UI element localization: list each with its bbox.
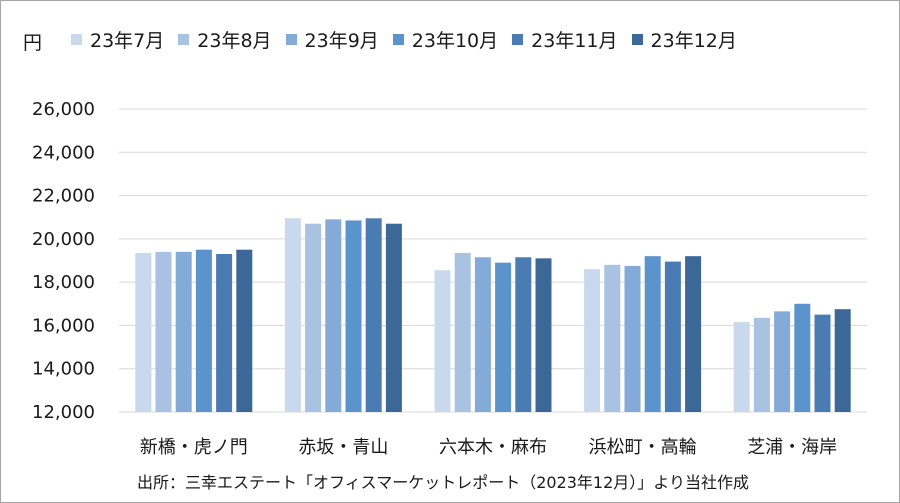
bar — [474, 257, 491, 412]
bar — [774, 311, 791, 412]
legend-swatch — [392, 34, 404, 45]
source-note: 出所：三幸エステート「オフィスマーケットレポート（2023年12月）」より当社作… — [137, 473, 749, 492]
legend-swatch — [631, 34, 643, 45]
legend-item: 23年7月 — [71, 26, 164, 53]
x-category-label: 芝浦・海岸 — [747, 437, 837, 458]
legend-item: 23年12月 — [631, 26, 737, 53]
chart-legend: 23年7月 23年8月 23年9月 23年10月 23年11月 23年12月 — [71, 26, 751, 53]
x-category-label: 浜松町・高輪 — [589, 437, 697, 458]
legend-label: 23年11月 — [531, 30, 618, 52]
x-category-label: 六本木・麻布 — [439, 437, 547, 458]
legend-label: 23年8月 — [197, 30, 272, 52]
bar — [345, 220, 362, 412]
bar — [644, 256, 661, 412]
y-tick-label: 12,000 — [32, 402, 95, 423]
bar — [814, 314, 831, 412]
x-category-label: 新橋・虎ノ門 — [140, 437, 248, 458]
bar — [685, 256, 702, 412]
y-tick-label: 26,000 — [32, 99, 95, 120]
y-tick-label: 16,000 — [32, 315, 95, 336]
legend-swatch — [71, 34, 82, 45]
bar — [236, 249, 253, 412]
bar — [135, 252, 152, 412]
legend-item: 23年10月 — [392, 26, 499, 53]
bar — [535, 258, 552, 412]
y-tick-label: 22,000 — [32, 186, 95, 207]
bar — [454, 252, 471, 412]
legend-item: 23年9月 — [285, 26, 379, 53]
legend-item: 23年8月 — [178, 26, 272, 53]
legend-swatch — [285, 34, 297, 45]
legend-label: 23年12月 — [650, 30, 737, 52]
legend-swatch — [178, 34, 190, 45]
bar — [495, 262, 512, 412]
bar — [434, 270, 451, 412]
bar — [753, 317, 770, 412]
y-tick-label: 20,000 — [32, 229, 95, 250]
bar — [155, 251, 172, 412]
y-tick-label: 24,000 — [32, 142, 95, 163]
bar — [733, 322, 750, 412]
bar — [385, 223, 402, 412]
legend-label: 23年9月 — [304, 30, 379, 52]
bar — [604, 264, 621, 412]
legend-swatch — [512, 34, 524, 45]
bar — [584, 269, 601, 412]
bar — [664, 261, 681, 412]
legend-label: 23年7月 — [90, 30, 165, 52]
legend-label: 23年10月 — [411, 30, 499, 52]
bar — [284, 218, 301, 412]
bar — [195, 249, 212, 412]
bar — [305, 223, 322, 412]
bar — [216, 254, 233, 412]
y-tick-label: 18,000 — [32, 272, 95, 293]
bar — [624, 265, 641, 412]
bar — [515, 257, 532, 412]
bar — [834, 309, 851, 412]
bar — [175, 251, 192, 412]
bar — [794, 303, 811, 412]
y-unit-label: 円 — [23, 32, 43, 54]
bar — [325, 219, 342, 412]
legend-item: 23年11月 — [512, 26, 618, 53]
bar — [365, 218, 382, 412]
y-tick-label: 14,000 — [32, 359, 95, 380]
x-category-label: 赤坂・青山 — [298, 437, 388, 458]
